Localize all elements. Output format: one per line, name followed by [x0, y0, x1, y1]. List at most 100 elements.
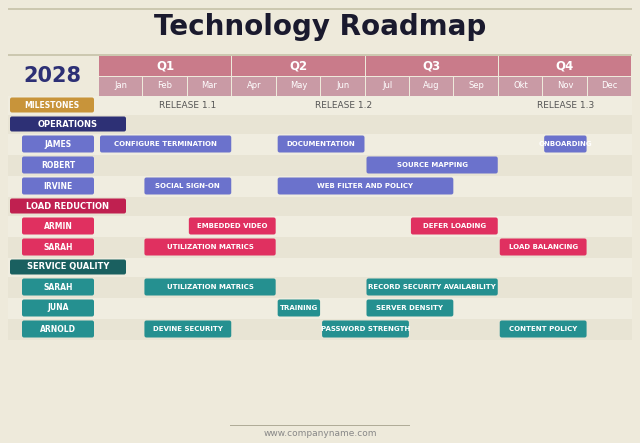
FancyBboxPatch shape	[10, 117, 126, 132]
Text: ROBERT: ROBERT	[41, 160, 75, 170]
Text: EMBEDDED VIDEO: EMBEDDED VIDEO	[197, 223, 268, 229]
FancyBboxPatch shape	[411, 218, 498, 234]
FancyBboxPatch shape	[10, 97, 94, 113]
Bar	[232, 77, 276, 96]
FancyBboxPatch shape	[322, 320, 409, 338]
Text: DEFER LOADING: DEFER LOADING	[423, 223, 486, 229]
FancyBboxPatch shape	[500, 320, 587, 338]
Bar	[365, 77, 409, 96]
Bar	[0, 0, 640, 54]
FancyBboxPatch shape	[10, 260, 126, 275]
FancyBboxPatch shape	[278, 136, 365, 152]
Text: RELEASE 1.2: RELEASE 1.2	[315, 101, 372, 109]
Text: Technology Roadmap: Technology Roadmap	[154, 13, 486, 41]
Bar	[8, 319, 632, 339]
FancyBboxPatch shape	[145, 238, 276, 256]
FancyBboxPatch shape	[22, 156, 94, 174]
Text: RECORD SECURITY AVAILABILITY: RECORD SECURITY AVAILABILITY	[368, 284, 496, 290]
Text: LOAD BALANCING: LOAD BALANCING	[509, 244, 578, 250]
Bar	[8, 175, 632, 197]
Text: SOCIAL SIGN-ON: SOCIAL SIGN-ON	[156, 183, 220, 189]
FancyBboxPatch shape	[22, 320, 94, 338]
Text: Feb: Feb	[157, 81, 173, 90]
Text: PASSWORD STRENGTH: PASSWORD STRENGTH	[321, 326, 410, 332]
Text: DEVINE SECURITY: DEVINE SECURITY	[153, 326, 223, 332]
Bar	[8, 257, 632, 276]
Text: UTILIZATION MATRICS: UTILIZATION MATRICS	[166, 284, 253, 290]
FancyBboxPatch shape	[22, 136, 94, 152]
Text: RELEASE 1.3: RELEASE 1.3	[537, 101, 594, 109]
Text: DOCUMENTATION: DOCUMENTATION	[287, 141, 355, 147]
Text: LOAD REDUCTION: LOAD REDUCTION	[26, 202, 109, 210]
Text: SERVICE QUALITY: SERVICE QUALITY	[27, 263, 109, 272]
Bar	[99, 77, 143, 96]
Bar	[8, 197, 632, 215]
FancyBboxPatch shape	[367, 156, 498, 174]
FancyBboxPatch shape	[100, 136, 231, 152]
Text: www.companyname.com: www.companyname.com	[263, 428, 377, 438]
FancyBboxPatch shape	[278, 299, 320, 316]
Text: Apr: Apr	[246, 81, 261, 90]
Bar	[8, 215, 632, 237]
FancyBboxPatch shape	[10, 198, 126, 214]
Text: JAMES: JAMES	[44, 140, 72, 148]
Bar	[321, 77, 365, 96]
Text: Q2: Q2	[289, 59, 307, 72]
Bar	[499, 77, 542, 96]
Text: Nov: Nov	[557, 81, 573, 90]
FancyBboxPatch shape	[367, 279, 498, 295]
Text: May: May	[290, 81, 307, 90]
Text: WEB FILTER AND POLICY: WEB FILTER AND POLICY	[317, 183, 413, 189]
Bar	[230, 425, 410, 426]
Text: Q1: Q1	[156, 59, 174, 72]
Text: JUNA: JUNA	[47, 303, 68, 312]
Bar	[454, 77, 498, 96]
Text: Okt: Okt	[513, 81, 528, 90]
Bar	[8, 133, 632, 155]
Text: ARNOLD: ARNOLD	[40, 325, 76, 334]
Text: Jan: Jan	[114, 81, 127, 90]
Text: Q3: Q3	[422, 59, 441, 72]
Text: SOURCE MAPPING: SOURCE MAPPING	[397, 162, 468, 168]
Bar	[276, 77, 320, 96]
Bar	[8, 298, 632, 319]
Text: Aug: Aug	[424, 81, 440, 90]
FancyBboxPatch shape	[500, 238, 587, 256]
FancyBboxPatch shape	[22, 279, 94, 295]
Text: Dec: Dec	[601, 81, 618, 90]
Bar	[8, 54, 632, 55]
Bar	[410, 77, 453, 96]
Bar	[365, 55, 498, 75]
Text: OPERATIONS: OPERATIONS	[38, 120, 98, 128]
FancyBboxPatch shape	[544, 136, 587, 152]
Text: Q4: Q4	[556, 59, 574, 72]
FancyBboxPatch shape	[22, 218, 94, 234]
FancyBboxPatch shape	[145, 178, 231, 194]
Bar	[143, 77, 187, 96]
FancyBboxPatch shape	[145, 279, 276, 295]
Text: SERVER DENSITY: SERVER DENSITY	[376, 305, 444, 311]
FancyBboxPatch shape	[189, 218, 276, 234]
Bar	[8, 237, 632, 257]
Bar	[8, 276, 632, 298]
Bar	[8, 96, 632, 114]
Text: Jul: Jul	[382, 81, 392, 90]
Text: RELEASE 1.1: RELEASE 1.1	[159, 101, 216, 109]
FancyBboxPatch shape	[278, 178, 453, 194]
Text: ARMIN: ARMIN	[44, 222, 72, 230]
Bar	[8, 114, 632, 133]
Text: Sep: Sep	[468, 81, 484, 90]
Text: MILESTONES: MILESTONES	[24, 101, 79, 109]
Text: ONBOARDING: ONBOARDING	[539, 141, 592, 147]
Text: UTILIZATION MATRICS: UTILIZATION MATRICS	[166, 244, 253, 250]
FancyBboxPatch shape	[367, 299, 453, 316]
Bar	[8, 155, 632, 175]
Text: 2028: 2028	[23, 66, 81, 85]
Text: TRAINING: TRAINING	[280, 305, 318, 311]
FancyBboxPatch shape	[22, 238, 94, 256]
Bar	[8, 8, 632, 9]
Bar	[188, 77, 231, 96]
Text: SARAH: SARAH	[44, 242, 73, 252]
Bar	[232, 55, 365, 75]
Text: Mar: Mar	[202, 81, 218, 90]
